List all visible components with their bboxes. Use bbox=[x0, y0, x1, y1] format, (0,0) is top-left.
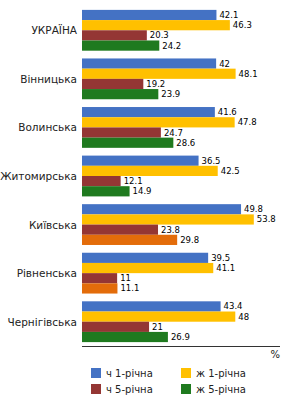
bar bbox=[82, 69, 236, 79]
data-label: 39.5 bbox=[211, 253, 230, 263]
bar bbox=[82, 225, 158, 235]
data-label: 24.2 bbox=[162, 41, 181, 51]
data-label: 36.5 bbox=[202, 156, 221, 166]
x-axis-line bbox=[82, 346, 280, 347]
data-label: 42.5 bbox=[221, 166, 240, 176]
data-label: 12.1 bbox=[124, 176, 143, 186]
category-label: Чернігівська bbox=[8, 316, 77, 328]
category-label: Рівненська bbox=[17, 267, 77, 279]
bar bbox=[82, 322, 149, 332]
legend-label: ж 1-річна bbox=[196, 368, 246, 379]
data-label: 53.8 bbox=[257, 214, 276, 224]
data-label: 21 bbox=[152, 322, 163, 332]
bars bbox=[82, 10, 254, 342]
category-label: Житомирська bbox=[0, 170, 77, 182]
data-label: 42 bbox=[219, 59, 230, 69]
bar bbox=[82, 79, 143, 89]
category-label: УКРАЇНА bbox=[31, 24, 77, 36]
bar bbox=[82, 10, 216, 20]
data-label: 14.9 bbox=[133, 186, 152, 196]
data-label: 20.3 bbox=[150, 30, 169, 40]
data-label: 43.4 bbox=[224, 301, 243, 311]
data-label: 41.1 bbox=[216, 263, 235, 273]
bar bbox=[82, 273, 117, 283]
data-label: 29.8 bbox=[180, 235, 199, 245]
data-label: 41.6 bbox=[218, 107, 237, 117]
bar bbox=[82, 176, 121, 186]
bar bbox=[82, 58, 216, 68]
bar bbox=[82, 30, 147, 40]
data-label: 24.7 bbox=[164, 128, 183, 138]
bar bbox=[82, 283, 117, 293]
bar bbox=[82, 301, 221, 311]
bar bbox=[82, 214, 254, 224]
bar bbox=[82, 253, 208, 263]
category-label: Вінницька bbox=[20, 73, 77, 85]
bar bbox=[82, 156, 199, 166]
category-label: Київська bbox=[29, 219, 77, 231]
data-label: 28.6 bbox=[176, 138, 195, 148]
bar bbox=[82, 117, 235, 127]
data-label: 19.2 bbox=[146, 79, 165, 89]
axes: УКРАЇНА Вінницька Волинська Житомирська Київ… bbox=[0, 24, 280, 360]
bar bbox=[82, 138, 173, 148]
chart: 42.146.3 20.324.2 42 48.1 19.223.9 41.647.8 24… bbox=[0, 0, 295, 412]
bar bbox=[82, 263, 213, 273]
bar bbox=[82, 235, 177, 245]
bar bbox=[82, 127, 161, 137]
data-label: 48.1 bbox=[239, 69, 258, 79]
legend-label: ж 5-річна bbox=[196, 384, 246, 395]
legend-label: ч 1-річна bbox=[106, 368, 153, 379]
data-label: 11 bbox=[120, 273, 131, 283]
bar bbox=[82, 40, 159, 50]
bar bbox=[82, 204, 241, 214]
data-label: 48 bbox=[238, 312, 249, 322]
bar bbox=[82, 166, 218, 176]
legend-swatch bbox=[91, 368, 101, 378]
legend-swatch bbox=[181, 384, 191, 394]
legend-label: ч 5-річна bbox=[106, 384, 153, 395]
bar bbox=[82, 186, 130, 196]
data-label: 46.3 bbox=[233, 20, 252, 30]
data-label: 11.1 bbox=[120, 283, 139, 293]
data-label: 49.8 bbox=[244, 204, 263, 214]
data-labels: 42.146.3 20.324.2 42 48.1 19.223.9 41.647.8 24… bbox=[120, 10, 276, 342]
data-label: 26.9 bbox=[171, 332, 190, 342]
category-label: Волинська bbox=[18, 121, 77, 133]
data-label: 47.8 bbox=[238, 117, 257, 127]
bar bbox=[82, 89, 158, 99]
data-label: 23.9 bbox=[161, 89, 180, 99]
data-label: 23.8 bbox=[161, 225, 180, 235]
x-axis-label: % bbox=[270, 349, 280, 360]
bar bbox=[82, 107, 215, 117]
bar bbox=[82, 312, 235, 322]
bar bbox=[82, 332, 168, 342]
legend-swatch bbox=[91, 384, 101, 394]
legend: ч 1-річна ж 1-річна ч 5-річна ж 5-річна bbox=[91, 368, 246, 395]
data-label: 42.1 bbox=[219, 10, 238, 20]
legend-swatch bbox=[181, 368, 191, 378]
bar bbox=[82, 20, 230, 30]
